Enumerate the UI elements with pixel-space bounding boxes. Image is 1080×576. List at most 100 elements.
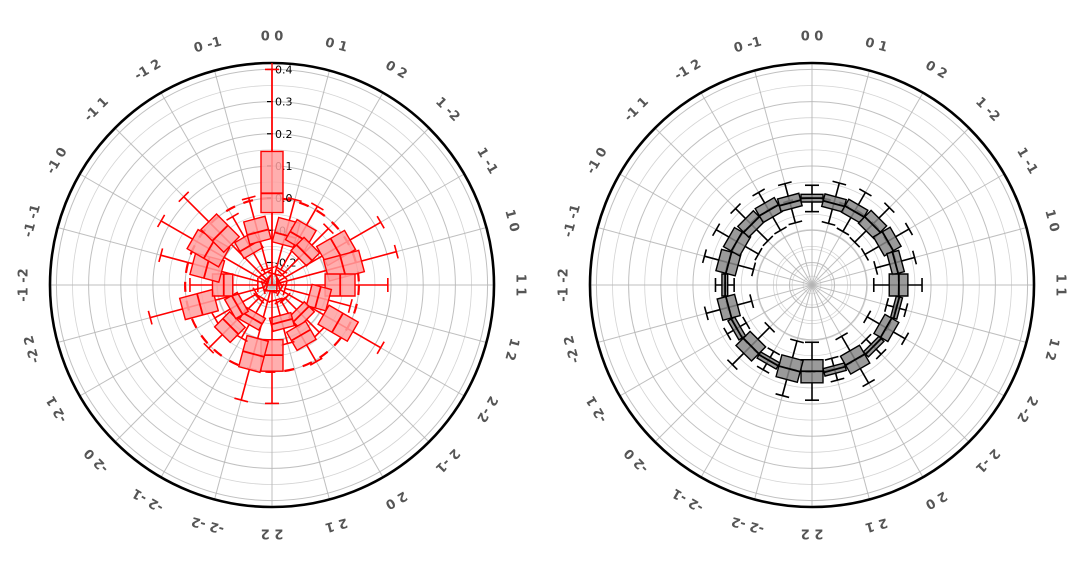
whisker-cap-low [824, 355, 839, 361]
whisker-cap-low [282, 281, 288, 296]
boxplot-2_-2[interactable] [862, 310, 910, 346]
boxplot-1_1[interactable] [872, 273, 923, 297]
grid-spoke-21 [654, 127, 813, 286]
angular-tick-label-4: 1 -1 [1013, 145, 1040, 177]
boxplot-0_-1[interactable] [776, 181, 803, 226]
boxplot--2_-1[interactable] [756, 347, 781, 374]
median-line [211, 224, 229, 242]
boxplot-2_1[interactable] [822, 355, 848, 383]
angular-tick-label-22: -1 2 [672, 57, 704, 84]
angular-tick-label-22: -1 2 [132, 57, 164, 84]
whisker-cap-high [752, 188, 766, 197]
boxplot--1_1[interactable] [730, 203, 774, 247]
boxplot-2_-1[interactable] [860, 333, 887, 360]
boxplot-2_-2[interactable] [276, 283, 385, 355]
boxplot--1_1[interactable] [178, 191, 273, 286]
whisker-cap-high [376, 215, 385, 229]
angular-tick-label-17: -2 2 [22, 334, 44, 365]
median-line [724, 296, 733, 319]
angular-tick-label-13: -2 -2 [730, 513, 766, 536]
grid-spoke-5 [811, 227, 1027, 286]
whisker-cap-high [701, 249, 708, 264]
angular-tick-label-1: 0 1 [863, 35, 889, 55]
whisker-cap-high [726, 359, 738, 371]
whisker-cap-low [262, 275, 272, 289]
angular-tick-label-7: 1 2 [1041, 336, 1061, 362]
whisker-cap-high [310, 202, 324, 211]
boxplot--2_2[interactable] [703, 293, 755, 322]
angular-tick-label-13: -2 -2 [190, 513, 226, 536]
angular-tick-label-21: -1 1 [81, 94, 111, 124]
angular-tick-label-18: -1 -2 [557, 268, 572, 301]
grid-spoke-14 [700, 284, 813, 478]
whisker-cap-high [883, 202, 895, 214]
boxplot-2_0[interactable] [835, 332, 876, 388]
boxplot--1_0[interactable] [711, 223, 763, 261]
boxplot--1_-2[interactable] [714, 273, 735, 297]
boxplot-0_0[interactable] [800, 184, 824, 213]
whisker-cap-low [742, 316, 751, 330]
median-line [242, 312, 263, 325]
box-body [186, 228, 231, 268]
angular-tick-label-14: -2 -1 [130, 485, 166, 515]
median-line [730, 231, 744, 252]
boxplot-0_2[interactable] [836, 188, 872, 236]
angular-tick-label-1: 0 1 [323, 35, 349, 55]
angular-tick-label-21: -1 1 [621, 94, 651, 124]
boxplot-1_2[interactable] [884, 295, 909, 320]
box-body [242, 215, 272, 246]
median-line [844, 205, 865, 218]
boxplot-2_2[interactable] [800, 341, 824, 401]
boxplot-0_-1[interactable] [241, 195, 275, 272]
angular-tick-label-14: -2 -1 [670, 485, 706, 515]
whisker-cap-high [730, 203, 742, 215]
boxplot--2_1[interactable] [210, 287, 261, 325]
boxplot-1_-1[interactable] [860, 222, 914, 261]
whisker-cap-high [347, 299, 353, 313]
whisker-cap-high [862, 378, 876, 388]
boxplot--2_-2[interactable] [775, 338, 804, 399]
radial-tick-label-2: 0.2 [275, 128, 293, 141]
boxplot-1_-2[interactable] [849, 202, 895, 248]
whisker-cap-low [790, 338, 804, 344]
boxplot--2_-2[interactable] [234, 288, 278, 403]
whisker-cap-low [261, 274, 273, 286]
boxplot-1_1[interactable] [276, 273, 389, 297]
boxplot--1_2[interactable] [752, 188, 787, 235]
angular-tick-label-15: -2 0 [81, 445, 111, 475]
grid-spoke-3 [811, 127, 970, 286]
boxplot--2_1[interactable] [723, 316, 751, 341]
angular-tick-label-9: 2 -1 [432, 445, 462, 475]
whisker-cap-high [313, 326, 325, 338]
angular-tick-label-10: 2 0 [382, 488, 409, 512]
boxplot-2_1[interactable] [268, 297, 296, 347]
median-line [743, 216, 760, 233]
whisker-cap-low [257, 294, 271, 304]
median-line [196, 293, 204, 316]
boxplot-0_1[interactable] [820, 180, 848, 227]
box-body [260, 150, 284, 214]
boxplot-1_2[interactable] [282, 281, 353, 313]
right-polar-panel: 0 0 0 1 0 2 1 -2 1 -1 1 0 1 1 1 2 2 -2 2 -1 2 0 2 1… [540, 0, 1080, 576]
angular-tick-label-5: 1 0 [1041, 208, 1061, 234]
whisker-cap-high [703, 306, 709, 321]
radial-tick-label-1: 0.3 [275, 96, 293, 109]
whisker-cap-high [900, 332, 910, 346]
boxplot-group [701, 180, 923, 401]
median-line [295, 244, 313, 262]
boxplot--2_0[interactable] [726, 321, 776, 371]
whisker-cap-high [911, 250, 918, 265]
boxplot-1_0[interactable] [873, 249, 918, 276]
median-line [865, 338, 882, 355]
right-panel-canvas: 0 0 0 1 0 2 1 -2 1 -1 1 0 1 1 1 2 2 -2 2 -1 2 0 2 1… [557, 30, 1068, 541]
radial-tick-label-0: 0.4 [275, 63, 293, 76]
angular-tick-label-20: -1 0 [584, 145, 611, 177]
whisker-cap-high [226, 212, 240, 221]
angular-tick-label-2: 0 2 [922, 58, 949, 82]
boxplot--1_-1[interactable] [701, 248, 757, 277]
angular-tick-label-6: 1 1 [1053, 274, 1068, 297]
median-line [314, 286, 322, 309]
grid-spoke-11 [811, 284, 870, 500]
angular-tick-label-6: 1 1 [513, 274, 528, 297]
